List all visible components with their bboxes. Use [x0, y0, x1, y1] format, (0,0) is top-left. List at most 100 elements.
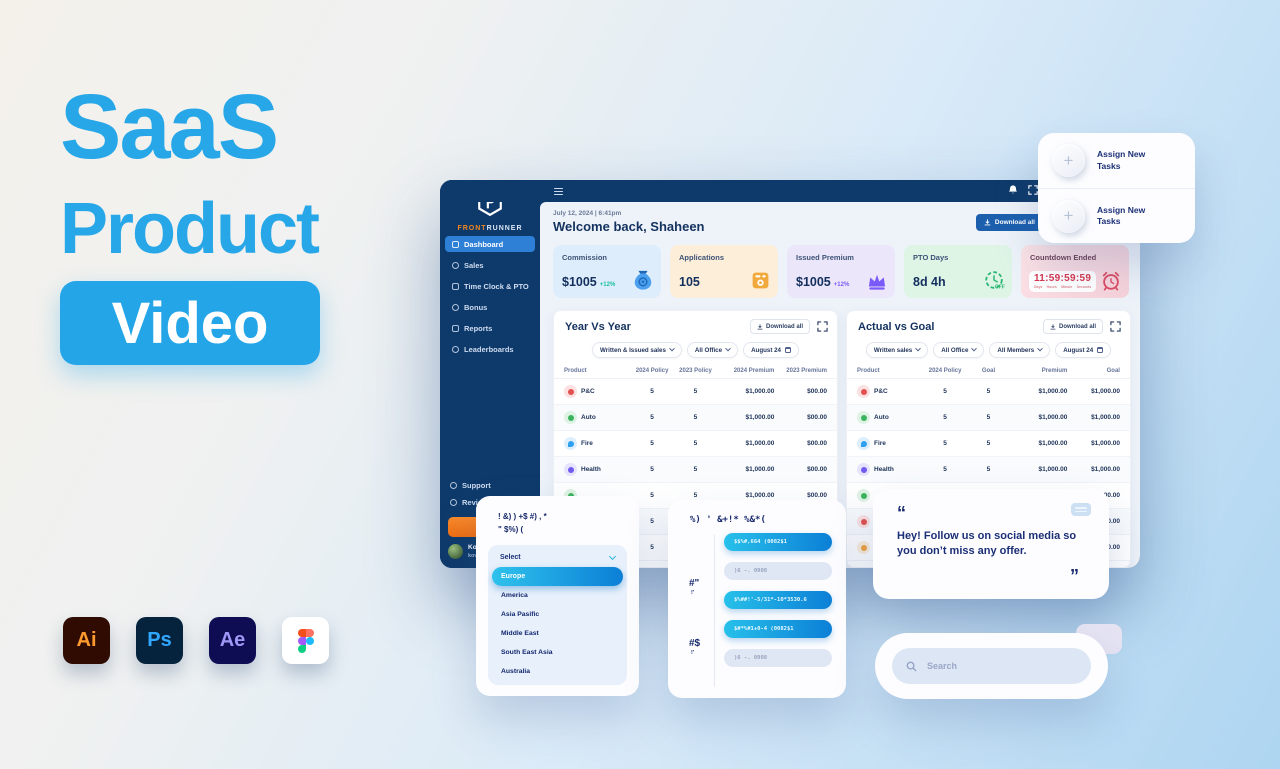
region-option-america[interactable]: America [501, 591, 528, 599]
value-cell: 5 [650, 440, 654, 447]
sidebar-item-review[interactable]: Review [440, 494, 540, 511]
value-cell: 5 [943, 414, 947, 421]
form-pill-4[interactable]: $#*%#1+0-4 (0082$1 [724, 620, 832, 638]
dashboard-icon [452, 240, 459, 248]
brand-rest: RUNNER [486, 225, 523, 232]
download-all-button[interactable]: Download all [975, 214, 1043, 231]
welcome-title: Welcome back, Shaheen [553, 219, 705, 234]
value-cell: 5 [943, 440, 947, 447]
form-pill-3[interactable]: $%##!'-5/31*-10*3530.6 [724, 591, 832, 609]
sidebar-user[interactable]: Kov kov [440, 544, 540, 563]
search-card [875, 633, 1108, 699]
icon-dot [860, 544, 867, 551]
panel-filters: Written & Issued sales All Office August 2… [554, 338, 837, 364]
form-group1-label: #" !' [689, 579, 699, 597]
panel-download-label: Download all [1058, 323, 1096, 330]
filter-written-sales[interactable]: Written sales [865, 342, 929, 358]
panel-download-button[interactable]: Download all [749, 319, 810, 334]
icon-dot [567, 388, 574, 395]
region-option-south-east-asia[interactable]: South East Asia [501, 648, 553, 656]
product-cell [857, 541, 923, 554]
form-group2-label: #$ !' [689, 639, 700, 657]
region-option-australia[interactable]: Australia [501, 667, 531, 675]
region-option-middle-east[interactable]: Middle East [501, 629, 539, 637]
product-purple-icon [564, 463, 577, 476]
quote-close-mark: ” [1070, 566, 1079, 586]
stat-card-countdown: Countdown Ended 11:59:59:59 Days Hours Min… [1021, 245, 1129, 298]
value-cell: 5 [943, 466, 947, 473]
panel-download-label: Download all [765, 323, 803, 330]
filter-all-members[interactable]: All Members [989, 342, 1051, 358]
icon-dot [860, 414, 867, 421]
assign-task-row: + Assign New Tasks [1038, 188, 1195, 243]
value-cell: $1,000.00 [745, 466, 775, 473]
search-input[interactable] [925, 660, 1045, 672]
hero-line1: SaaS [60, 76, 279, 178]
stat-title: Countdown Ended [1030, 253, 1097, 262]
filter-august-24[interactable]: August 24 [743, 342, 799, 358]
product-cell: Fire [564, 437, 630, 450]
region-option-asia-pasific[interactable]: Asia Pasific [501, 610, 540, 618]
form-card: %) ' &+!* %&*( #" !' #$ !' $$%#,664 (008… [668, 500, 846, 698]
table-row: Health 5 5 $1,000.00 $1,000.00 [847, 457, 1130, 483]
sidebar-item-bonus[interactable]: Bonus [445, 299, 535, 315]
chevron-down-icon [971, 345, 978, 352]
value-cell: 5 [650, 518, 654, 525]
crown-icon [868, 274, 886, 290]
sidebar-item-leaderboards[interactable]: Leaderboards [445, 341, 535, 357]
product-red-icon [857, 385, 870, 398]
product-name: Fire [874, 440, 886, 447]
icon-dot [860, 466, 867, 473]
form-group2-sub: !' [691, 650, 695, 656]
assign-task-row: + Assign New Tasks [1038, 133, 1195, 188]
topbar [440, 180, 1140, 202]
value-cell: 5 [986, 466, 991, 473]
filter-august-24[interactable]: August 24 [1055, 342, 1112, 358]
icon-dot [567, 440, 574, 447]
value-cell: 5 [650, 414, 654, 421]
hamburger-menu-icon[interactable] [554, 188, 563, 197]
form-pill-5[interactable]: )6 -. 0908 [724, 649, 832, 667]
sidebar-item-time-clock-pto[interactable]: Time Clock & PTO [445, 278, 535, 294]
value-cell: $00.00 [807, 414, 827, 421]
sidebar-item-dashboard[interactable]: Dashboard [445, 236, 535, 252]
plus-button[interactable]: + [1052, 144, 1085, 177]
value-cell: 5 [693, 414, 698, 421]
panel-download-button[interactable]: Download all [1042, 319, 1103, 334]
product-green-icon [564, 411, 577, 424]
expand-icon[interactable] [1110, 321, 1121, 332]
filter-all-office[interactable]: All Office [933, 342, 985, 358]
region-option-europe-selected[interactable]: Europe [492, 566, 623, 586]
plus-button[interactable]: + [1052, 199, 1085, 233]
hero-video-badge: Video [60, 281, 320, 366]
sidebar-item-label: Bonus [464, 302, 488, 312]
fullscreen-icon[interactable] [1028, 184, 1038, 195]
form-group1-sub: !' [691, 590, 695, 596]
download-icon [984, 219, 991, 226]
download-icon [757, 323, 763, 329]
form-pill-1[interactable]: $$%#,664 (0082$1 [724, 533, 832, 551]
sidebar-item-reports[interactable]: Reports [445, 320, 535, 336]
table-row: P&C 5 5 $1,000.00 $00.00 [554, 379, 837, 405]
icon-dot [860, 518, 867, 525]
filter-all-office[interactable]: All Office [686, 342, 739, 358]
countdown-label-seconds: Seconds [1076, 284, 1092, 289]
sidebar-item-sales[interactable]: Sales [445, 257, 535, 273]
bell-icon[interactable] [1008, 184, 1018, 195]
filter-written-issued-sales[interactable]: Written & Issued sales [591, 342, 682, 358]
value-cell: $1,000.00 [1091, 414, 1120, 421]
table-row: Fire 5 5 $1,000.00 $00.00 [554, 431, 837, 457]
bonus-icon [452, 303, 459, 311]
form-pill-2[interactable]: )6 -. 0908 [724, 562, 832, 580]
region-select[interactable]: Select [492, 549, 623, 567]
value-cell: $1,000.00 [745, 414, 775, 421]
sidebar-item-support[interactable]: Support [440, 477, 540, 494]
expand-icon[interactable] [817, 321, 828, 332]
chevron-down-icon [1037, 345, 1044, 352]
column-header-goal: Goal [981, 368, 996, 374]
region-options-box: Select Europe America Asia Pasific Middle … [488, 544, 627, 685]
filter-label: Written & Issued sales [599, 346, 666, 354]
tool-icons-row: Ai Ps Ae [63, 617, 329, 664]
search-field[interactable] [892, 648, 1091, 684]
product-cell: P&C [857, 385, 923, 398]
